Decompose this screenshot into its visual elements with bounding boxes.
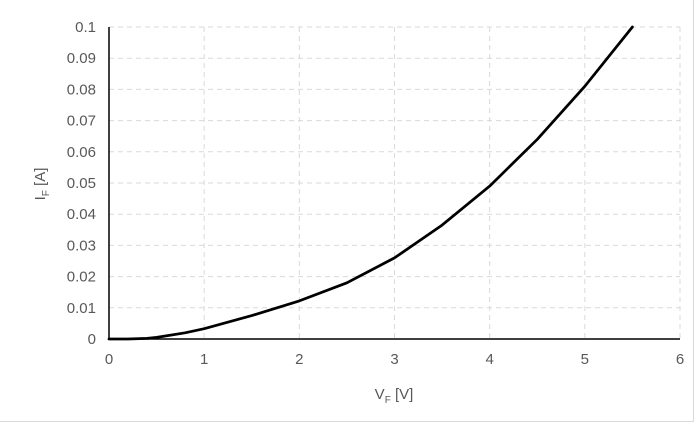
y-tick-label: 0 xyxy=(88,331,96,348)
y-tick-label: 0.05 xyxy=(67,175,96,192)
y-tick-label: 0.08 xyxy=(67,81,96,98)
y-axis-title-subscript: F xyxy=(41,190,52,196)
x-axis-title-subscript: F xyxy=(385,395,391,406)
x-axis-title: VF [V] xyxy=(375,386,414,406)
axes xyxy=(108,27,680,340)
y-axis-title-main: I xyxy=(32,196,49,200)
y-tick-label: 0.07 xyxy=(67,113,96,130)
y-tick-label: 0.09 xyxy=(67,50,96,67)
y-tick-label: 0.04 xyxy=(67,206,96,223)
x-tick-label: 3 xyxy=(390,351,398,368)
x-tick-label: 0 xyxy=(105,351,113,368)
y-tick-label: 0.06 xyxy=(67,144,96,161)
series-line-0 xyxy=(107,25,634,341)
gridlines xyxy=(109,26,681,339)
series-layer xyxy=(107,25,634,341)
y-tick-label: 0.1 xyxy=(75,19,96,36)
y-tick-label: 0.03 xyxy=(67,237,96,254)
y-axis-title-unit: [A] xyxy=(32,168,49,191)
x-tick-label: 1 xyxy=(200,351,208,368)
tick-labels: 0 1 2 3 4 5 6 0 0.01 0.02 0.03 0.04 0.05 0.06 0.07 0.08… xyxy=(67,19,684,368)
y-tick-label: 0.02 xyxy=(67,269,96,286)
x-tick-label: 4 xyxy=(485,351,493,368)
y-axis-title: IF [A] xyxy=(32,168,52,201)
x-tick-label: 6 xyxy=(676,351,684,368)
x-axis-title-main: V xyxy=(375,386,385,403)
x-tick-label: 2 xyxy=(295,351,303,368)
y-tick-label: 0.01 xyxy=(67,300,96,317)
x-axis-title-unit: [V] xyxy=(391,386,414,403)
x-tick-label: 5 xyxy=(581,351,589,368)
